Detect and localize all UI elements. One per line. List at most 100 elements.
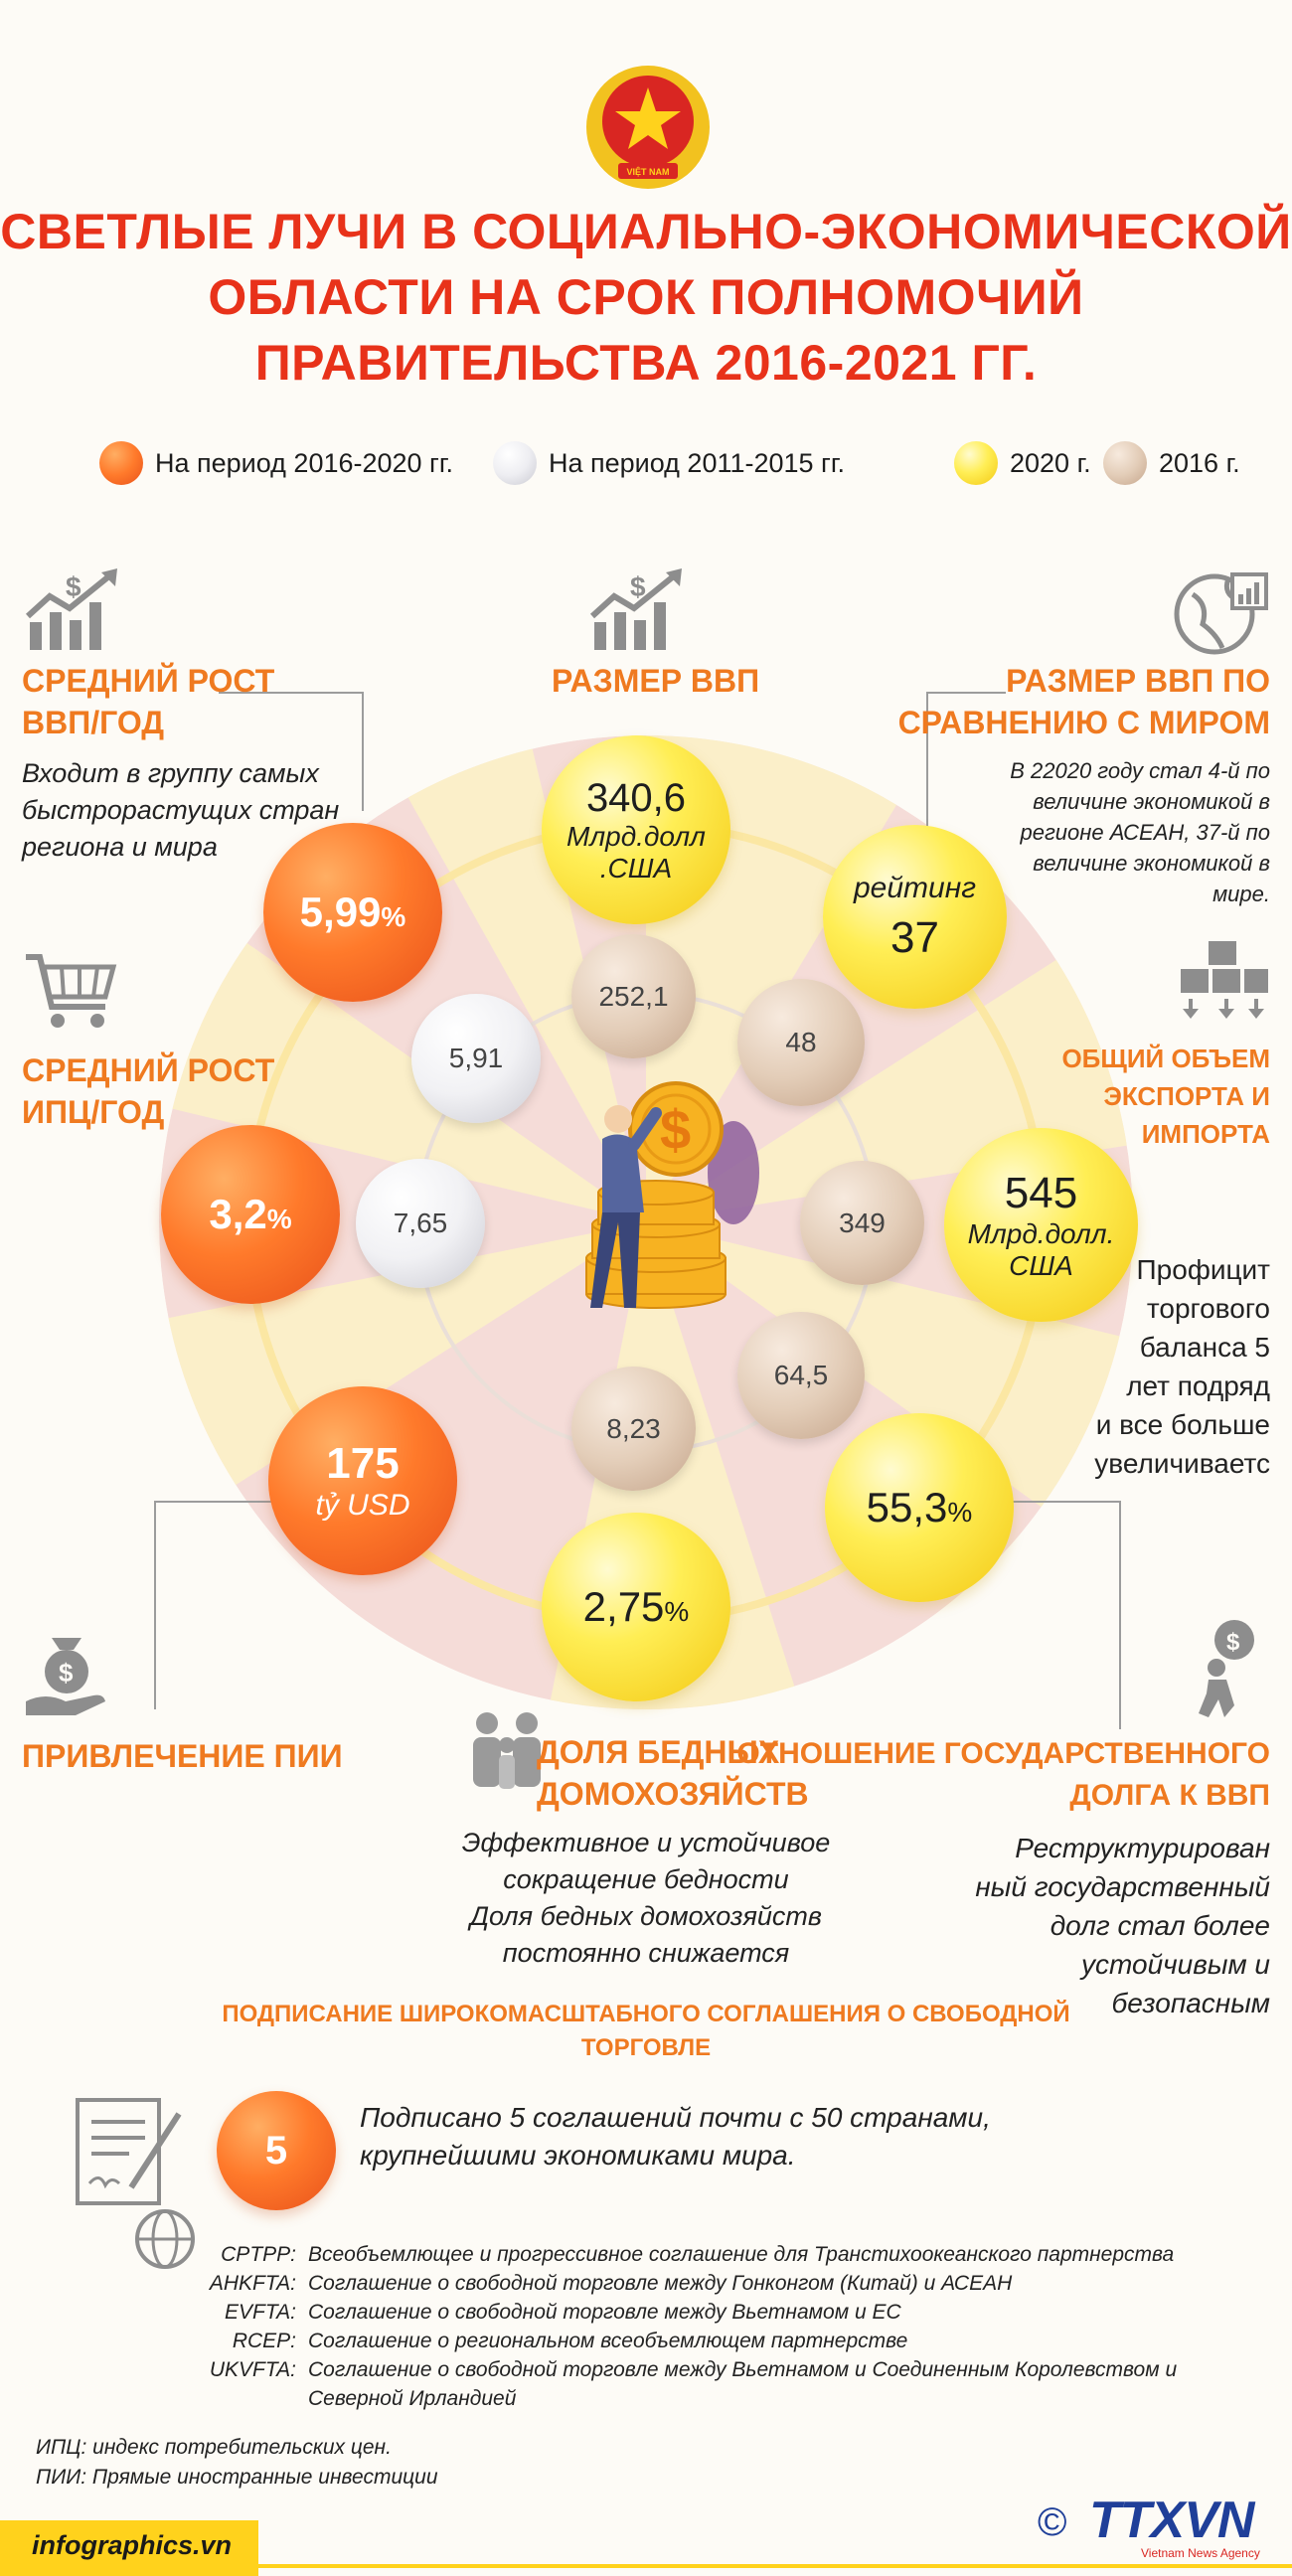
debt-value-circle: 55,3% — [825, 1413, 1014, 1602]
growth-chart-icon: $ — [589, 568, 682, 650]
agreement-text: Северной Ирландией — [308, 2387, 517, 2410]
growth-chart-icon: $ — [25, 568, 117, 650]
value: 37 — [890, 912, 939, 962]
gdp-world-value-circle: рейтинг 37 — [823, 825, 1007, 1009]
svg-text:$: $ — [660, 1098, 691, 1161]
desc-line: В 22020 году стал 4-й по — [1010, 758, 1270, 783]
svg-text:VIỆT NAM: VIỆT NAM — [626, 166, 669, 177]
footer-stripe — [0, 2564, 1292, 2568]
legend-item-2016-2020: На период 2016-2020 гг. — [99, 441, 453, 485]
value: 5 — [264, 2128, 288, 2173]
desc-line: устойчивым и — [1081, 1949, 1270, 1980]
title-line: ПРИВЛЕЧЕНИЕ ПИИ — [22, 1738, 343, 1774]
agreement-row: AHKFTA: Соглашение о свободной торговле м… — [149, 2269, 1262, 2298]
agreement-abbr — [149, 2384, 308, 2413]
title-line: ДОЛЯ БЕДНЫХ — [537, 1734, 780, 1770]
agreement-abbr: EVFTA: — [225, 2301, 296, 2324]
poverty-description: Эффективное и устойчивое сокращение бедн… — [417, 1825, 875, 1972]
title-line-2: ОБЛАСТИ НА СРОК ПОЛНОМОЧИЙ — [208, 269, 1084, 325]
connector-line — [994, 1501, 1121, 1729]
agreement-row: EVFTA: Соглашение о свободной торговле ме… — [149, 2298, 1262, 2327]
desc-line: Входит в группу самых — [22, 758, 319, 788]
ttxvn-logo-sub: Vietnam News Agency — [1141, 2546, 1260, 2560]
agreement-text: Соглашение о свободной торговле между Го… — [308, 2272, 1013, 2295]
title-line: РАЗМЕР ВВП ПО — [1006, 663, 1270, 699]
prev-value: 64,5 — [773, 1360, 829, 1390]
abbreviation-notes: ИПЦ: индекс потребительских цен. ПИИ: Пр… — [36, 2433, 438, 2493]
desc-line: Профицит — [1136, 1254, 1270, 1285]
value: 340,6 — [585, 775, 687, 820]
agreement-row: UKVFTA: Соглашение о свободной торговле м… — [149, 2355, 1262, 2384]
fdi-title: ПРИВЛЕЧЕНИЕ ПИИ — [22, 1735, 343, 1777]
title-line: СРЕДНИЙ РОСТ — [22, 663, 275, 699]
title-line: ЭКСПОРТА И — [1103, 1081, 1270, 1111]
connector-line — [154, 1501, 283, 1709]
agreement-text: Всеобъемлющее и прогрессивное соглашение… — [308, 2243, 1175, 2266]
agreement-abbr: AHKFTA: — [209, 2272, 296, 2295]
fta-value-circle: 5 — [217, 2091, 336, 2210]
connector-line — [926, 692, 1006, 831]
desc-line: величине экономикой в — [1033, 851, 1270, 876]
footer-site[interactable]: infographics.vn — [32, 2530, 233, 2560]
agreement-text: Соглашение о свободной торговле между Вь… — [308, 2301, 901, 2324]
desc-line: Доля бедных домохозяйств — [470, 1901, 822, 1931]
unit: % — [266, 1204, 292, 1234]
desc-line: увеличиваетс — [1094, 1448, 1270, 1479]
gdp-world-prev-circle: 48 — [737, 979, 865, 1106]
value: 55,3 — [866, 1484, 948, 1530]
legend-item-2016: 2016 г. — [1103, 441, 1240, 485]
legend-dot-yellow — [954, 441, 998, 485]
trade-value-circle: 545 Млрд.долл. США — [944, 1128, 1138, 1322]
prev-value: 8,23 — [606, 1412, 661, 1444]
document-globe-icon — [76, 2098, 195, 2269]
desc-line: крупнейшими экономиками мира. — [360, 2140, 796, 2171]
legend-label: 2020 г. — [1010, 447, 1091, 478]
gdp-world-title: РАЗМЕР ВВП ПО СРАВНЕНИЮ С МИРОМ — [898, 660, 1270, 743]
gdp-size-value-circle: 340,6 Млрд.долл .США — [542, 735, 730, 924]
svg-text:$: $ — [1226, 1629, 1240, 1656]
unit: tỷ USD — [315, 1489, 410, 1522]
value: 545 — [1004, 1168, 1078, 1217]
cpi-value-circle: 3,2% — [161, 1125, 340, 1304]
title-line: ПОДПИСАНИЕ ШИРОКОМАСШТАБНОГО СОГЛАШЕНИЯ … — [222, 2001, 1070, 2027]
desc-line: постоянно снижается — [502, 1938, 790, 1968]
desc-line: и все больше — [1095, 1409, 1270, 1440]
agreement-row: RCEP: Соглашение о региональном всеобъемл… — [149, 2327, 1262, 2355]
gdp-world-description: В 22020 году стал 4-й по величине эконом… — [1010, 755, 1270, 909]
debt-title: ОТНОШЕНИЕ ГОСУДАРСТВЕННОГО ДОЛГА К ВВП — [736, 1733, 1270, 1817]
desc-line: торгового — [1146, 1293, 1270, 1324]
title-line: ИПЦ/ГОД — [22, 1094, 165, 1130]
unit: % — [381, 901, 406, 932]
desc-line: Реструктурирован — [1015, 1833, 1270, 1863]
note-line: ПИИ: Прямые иностранные инвестиции — [36, 2466, 438, 2489]
national-emblem: VIỆT NAM — [586, 66, 710, 189]
agreement-text: Соглашение о региональном всеобъемлющем … — [308, 2330, 908, 2352]
unit: Млрд.долл — [566, 820, 706, 852]
legend-dot-beige — [1103, 441, 1147, 485]
prev-value: 7,65 — [393, 1208, 448, 1238]
value: 5,99 — [299, 888, 382, 935]
footer-bar — [0, 2520, 258, 2576]
debt-person-icon: $ — [1199, 1620, 1254, 1717]
poverty-prev-circle: 8,23 — [571, 1367, 696, 1491]
label: рейтинг — [853, 871, 977, 904]
unit: США — [1009, 1249, 1073, 1281]
legend-item-2011-2015: На период 2011-2015 гг. — [493, 441, 845, 485]
title-line: РАЗМЕР ВВП — [552, 663, 760, 699]
legend-label: На период 2011-2015 гг. — [549, 447, 845, 478]
person-coins-illustration: $ — [585, 1081, 759, 1309]
agreement-list: CPTPP: Всеобъемлющее и прогрессивное согл… — [149, 2240, 1262, 2413]
prev-value: 349 — [839, 1207, 886, 1238]
desc-line: Эффективное и устойчивое — [461, 1828, 831, 1857]
cpi-title: СРЕДНИЙ РОСТ ИПЦ/ГОД — [22, 1049, 274, 1133]
family-icon — [473, 1712, 541, 1789]
trade-prev-circle: 349 — [800, 1161, 924, 1285]
gdp-growth-title: СРЕДНИЙ РОСТ ВВП/ГОД — [22, 660, 274, 743]
poverty-value-circle: 2,75% — [542, 1513, 730, 1701]
fta-title: ПОДПИСАНИЕ ШИРОКОМАСШТАБНОГО СОГЛАШЕНИЯ … — [129, 1998, 1163, 2065]
desc-line: лет подряд — [1126, 1370, 1270, 1401]
agreement-abbr: UKVFTA: — [209, 2358, 296, 2381]
poverty-title: ДОЛЯ БЕДНЫХ ДОМОХОЗЯЙСТВ — [537, 1731, 809, 1815]
boxes-icon — [1181, 941, 1268, 1019]
prev-value: 5,91 — [448, 1043, 504, 1073]
